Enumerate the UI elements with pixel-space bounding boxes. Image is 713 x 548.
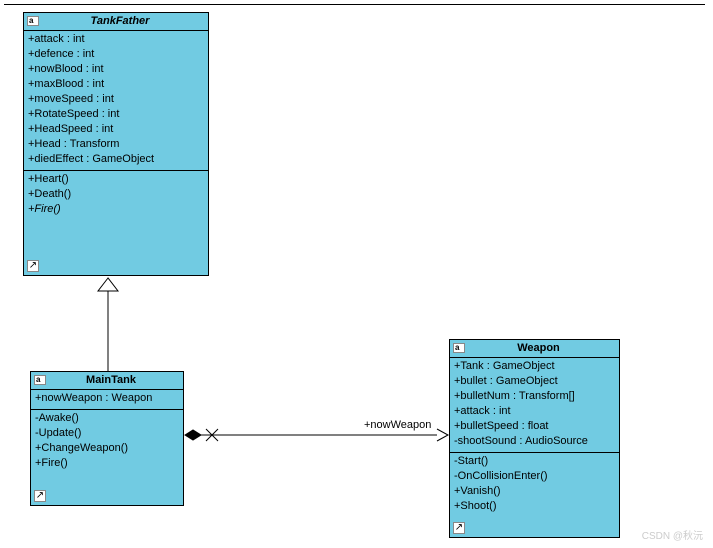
association-label: +nowWeapon [364, 419, 431, 431]
abstract-icon: a [34, 375, 46, 385]
association-arrow-icon [437, 429, 448, 441]
attribute-row: +bullet : GameObject [454, 374, 615, 389]
attributes-section: +Tank : GameObject+bullet : GameObject+b… [450, 358, 619, 453]
operations-section: +Heart()+Death()+Fire() [24, 171, 208, 220]
operation-row: -OnCollisionEnter() [454, 469, 615, 484]
link-icon: ↗ [27, 260, 39, 272]
attribute-row: +maxBlood : int [28, 77, 204, 92]
operation-row: +Death() [28, 187, 204, 202]
class-name: TankFather [91, 15, 150, 27]
attribute-row: +RotateSpeed : int [28, 107, 204, 122]
link-icon: ↗ [34, 490, 46, 502]
attribute-row: +Head : Transform [28, 137, 204, 152]
composition-diamond-icon [185, 430, 201, 440]
uml-class-tankfather[interactable]: a TankFather +attack : int+defence : int… [23, 12, 209, 276]
uml-class-maintank[interactable]: a MainTank +nowWeapon : Weapon -Awake()-… [30, 371, 184, 506]
class-name: MainTank [86, 374, 136, 386]
watermark-text: CSDN @秋沅 [642, 527, 703, 542]
attribute-row: +defence : int [28, 47, 204, 62]
operations-section: -Awake()-Update()+ChangeWeapon()+Fire() [31, 410, 183, 474]
operation-row: -Start() [454, 454, 615, 469]
operation-row: +Fire() [35, 456, 179, 471]
multiplicity-x-icon [206, 429, 218, 441]
abstract-icon: a [453, 343, 465, 353]
attribute-row: +nowWeapon : Weapon [35, 391, 179, 406]
operation-row: +Heart() [28, 172, 204, 187]
attributes-section: +attack : int+defence : int+nowBlood : i… [24, 31, 208, 171]
attributes-section: +nowWeapon : Weapon [31, 390, 183, 410]
operation-row: +Shoot() [454, 499, 615, 514]
attribute-row: +moveSpeed : int [28, 92, 204, 107]
attribute-row: +diedEffect : GameObject [28, 152, 204, 167]
attribute-row: +bulletSpeed : float [454, 419, 615, 434]
attribute-row: +attack : int [454, 404, 615, 419]
operation-row: +ChangeWeapon() [35, 441, 179, 456]
class-header: a MainTank [31, 372, 183, 390]
operation-row: -Awake() [35, 411, 179, 426]
attribute-row: +attack : int [28, 32, 204, 47]
attribute-row: -shootSound : AudioSource [454, 434, 615, 449]
operations-section: -Start()-OnCollisionEnter()+Vanish()+Sho… [450, 453, 619, 517]
attribute-row: +HeadSpeed : int [28, 122, 204, 137]
class-name: Weapon [517, 342, 560, 354]
attribute-row: +Tank : GameObject [454, 359, 615, 374]
operation-row: +Vanish() [454, 484, 615, 499]
abstract-icon: a [27, 16, 39, 26]
operation-row: +Fire() [28, 202, 204, 217]
attribute-row: +nowBlood : int [28, 62, 204, 77]
generalization-arrow-icon [98, 278, 118, 291]
class-header: a Weapon [450, 340, 619, 358]
link-icon: ↗ [453, 522, 465, 534]
uml-class-weapon[interactable]: a Weapon +Tank : GameObject+bullet : Gam… [449, 339, 620, 538]
attribute-row: +bulletNum : Transform[] [454, 389, 615, 404]
class-header: a TankFather [24, 13, 208, 31]
operation-row: -Update() [35, 426, 179, 441]
